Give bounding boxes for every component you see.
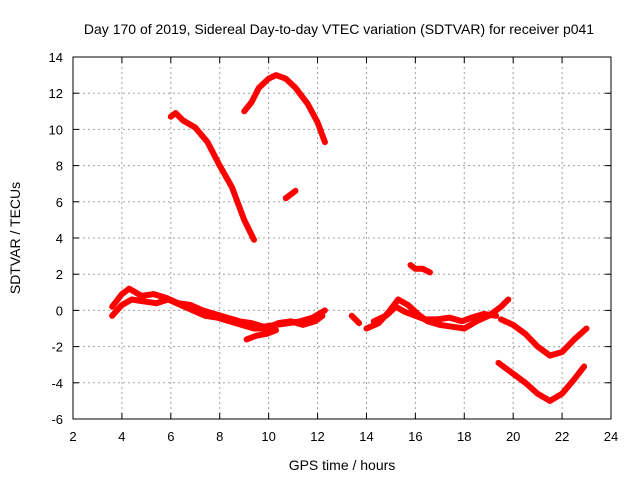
y-tick-label: 2: [56, 267, 63, 282]
x-tick-label: 20: [506, 429, 520, 444]
x-tick-label: 6: [167, 429, 174, 444]
y-tick-label: -2: [51, 340, 63, 355]
y-tick-label: -6: [51, 412, 63, 427]
series-arc-12: [495, 359, 588, 404]
series-arc-8: [348, 312, 363, 327]
series-arc-7: [243, 327, 279, 343]
x-tick-label: 24: [604, 429, 618, 444]
y-tick-label: 0: [56, 303, 63, 318]
chart-title: Day 170 of 2019, Sidereal Day-to-day VTE…: [84, 21, 594, 37]
x-axis-label: GPS time / hours: [289, 457, 396, 473]
y-tick-label: -4: [51, 376, 63, 391]
x-tick-label: 2: [69, 429, 76, 444]
x-tick-label: 8: [216, 429, 223, 444]
x-tick-label: 10: [261, 429, 275, 444]
x-tick-label: 16: [408, 429, 422, 444]
series-arc-10: [370, 303, 500, 325]
y-tick-label: 10: [49, 122, 63, 137]
x-tick-label: 4: [118, 429, 125, 444]
series-arc-6: [109, 296, 326, 332]
y-tick-label: 12: [49, 86, 63, 101]
y-tick-label: 14: [49, 50, 63, 65]
x-tick-label: 12: [310, 429, 324, 444]
y-axis-label: SDTVAR / TECUs: [7, 182, 23, 294]
series-arc-2: [241, 72, 328, 146]
grid-lines: [73, 57, 611, 419]
y-tick-label: 8: [56, 159, 63, 174]
series-arc-3: [282, 187, 299, 202]
x-tick-label: 14: [359, 429, 373, 444]
x-tick-label: 18: [457, 429, 471, 444]
series-arc-1: [167, 110, 257, 243]
data-series: [109, 72, 590, 404]
series-arc-4: [407, 262, 433, 276]
series-arc-11: [498, 316, 590, 359]
y-tick-label: 6: [56, 195, 63, 210]
y-tick-label: 4: [56, 231, 63, 246]
x-tick-label: 22: [555, 429, 569, 444]
